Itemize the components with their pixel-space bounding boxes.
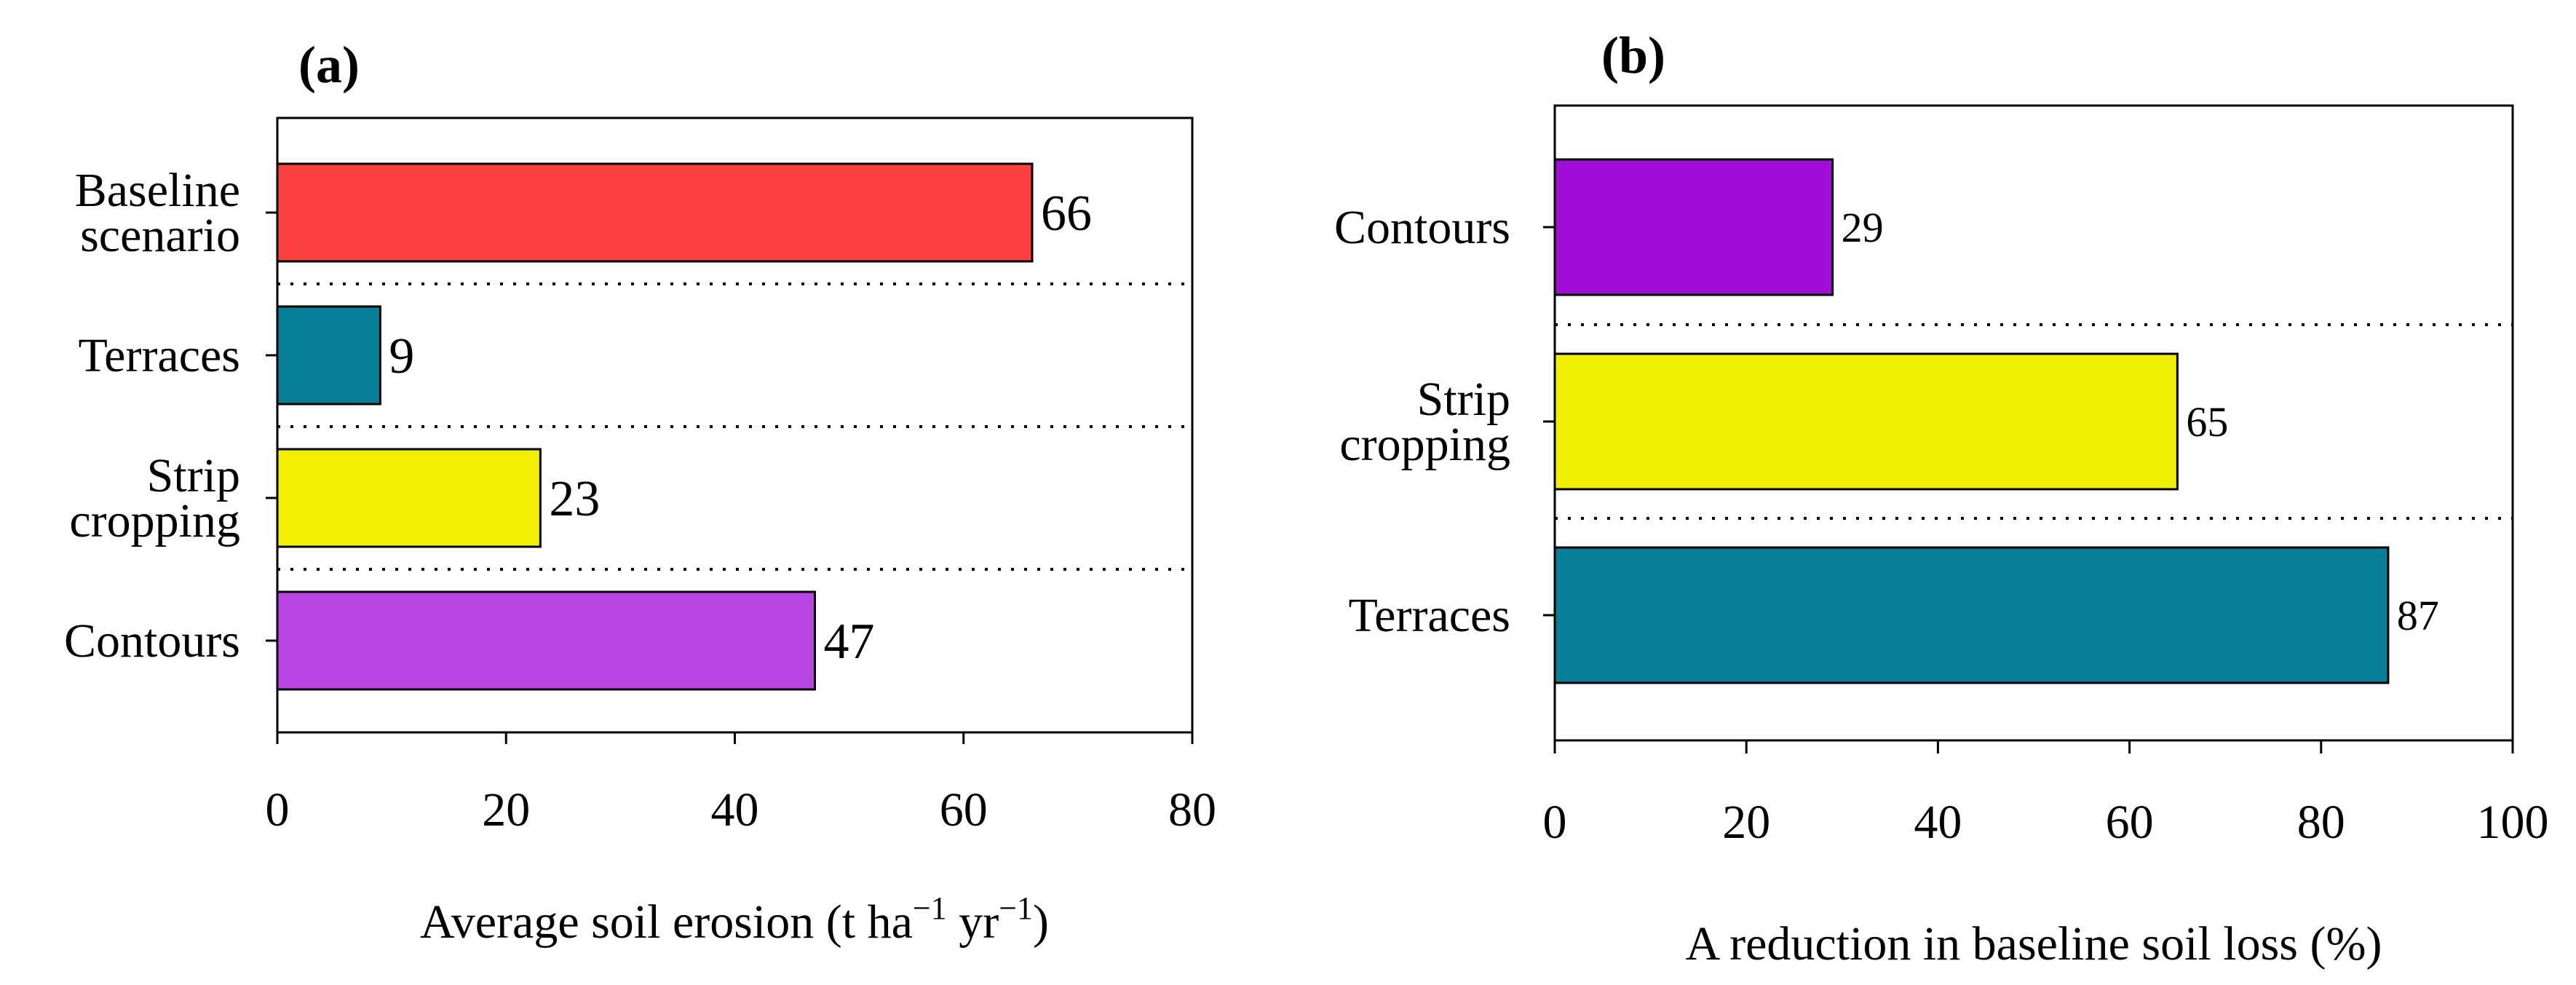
panel-a-label: (a) (298, 36, 360, 94)
bar-strip-cropping (1553, 352, 2179, 491)
x-tick-label: 20 (482, 783, 530, 836)
x-tick-label: 60 (2106, 796, 2154, 849)
category-label-strip-cropping: Strip cropping (69, 449, 240, 547)
panel-a-separators (277, 282, 1192, 571)
x-tick-label: 40 (1914, 796, 1962, 849)
data-label-contours: 29 (1842, 204, 1884, 251)
panel-b-separators (1555, 323, 2513, 520)
x-tick-label: 40 (711, 783, 759, 836)
data-label-terraces: 87 (2397, 592, 2439, 639)
bar-strip-cropping (276, 448, 542, 548)
panel-a-ticks: Baseline scenario Terraces Strip cropping Con… (64, 164, 1216, 836)
panel-a-chart: (a) 66 9 23 47 Baseline scenario Terraces Stri… (64, 36, 1216, 949)
panel-b-bars: 29 65 87 (1553, 158, 2439, 684)
panel-a-x-axis-label: Average soil erosion (t ha−1 yr−1) (420, 890, 1049, 949)
bar-contours (276, 590, 816, 691)
panel-b-label: (b) (1601, 26, 1665, 84)
bar-contours (1553, 158, 1834, 296)
category-label-terraces: Terraces (78, 329, 240, 382)
x-tick-label: 80 (2297, 796, 2345, 849)
bar-baseline-scenario (276, 162, 1034, 263)
data-label-baseline-scenario: 66 (1041, 186, 1092, 242)
x-tick-label: 60 (940, 783, 988, 836)
category-label-baseline-scenario: Baseline scenario (75, 164, 240, 262)
panel-b-ticks: Contours Strip cropping Terraces 0 20 40 60 80 10… (1334, 201, 2549, 849)
data-label-terraces: 9 (389, 328, 414, 384)
x-tick-label: 20 (1722, 796, 1770, 849)
panel-b-x-axis-label: A reduction in baseline soil loss (%) (1686, 917, 2382, 970)
category-label-contours: Contours (1334, 201, 1510, 254)
x-tick-label: 100 (2477, 796, 2549, 849)
data-label-strip-cropping: 65 (2186, 398, 2228, 446)
bar-terraces (276, 305, 381, 406)
category-label-contours: Contours (64, 614, 240, 668)
panel-b-chart: (b) 29 65 87 Contours Strip cropping Terraces… (1334, 26, 2549, 970)
data-label-strip-cropping: 23 (549, 471, 600, 527)
x-tick-label: 0 (1543, 796, 1567, 849)
panel-a-bars: 66 9 23 47 (276, 162, 1092, 691)
category-label-terraces: Terraces (1348, 589, 1510, 642)
x-tick-label: 0 (266, 783, 290, 836)
data-label-contours: 47 (823, 614, 874, 670)
x-tick-label: 80 (1168, 783, 1216, 836)
bar-terraces (1553, 546, 2390, 684)
category-label-strip-cropping: Strip cropping (1339, 373, 1510, 471)
